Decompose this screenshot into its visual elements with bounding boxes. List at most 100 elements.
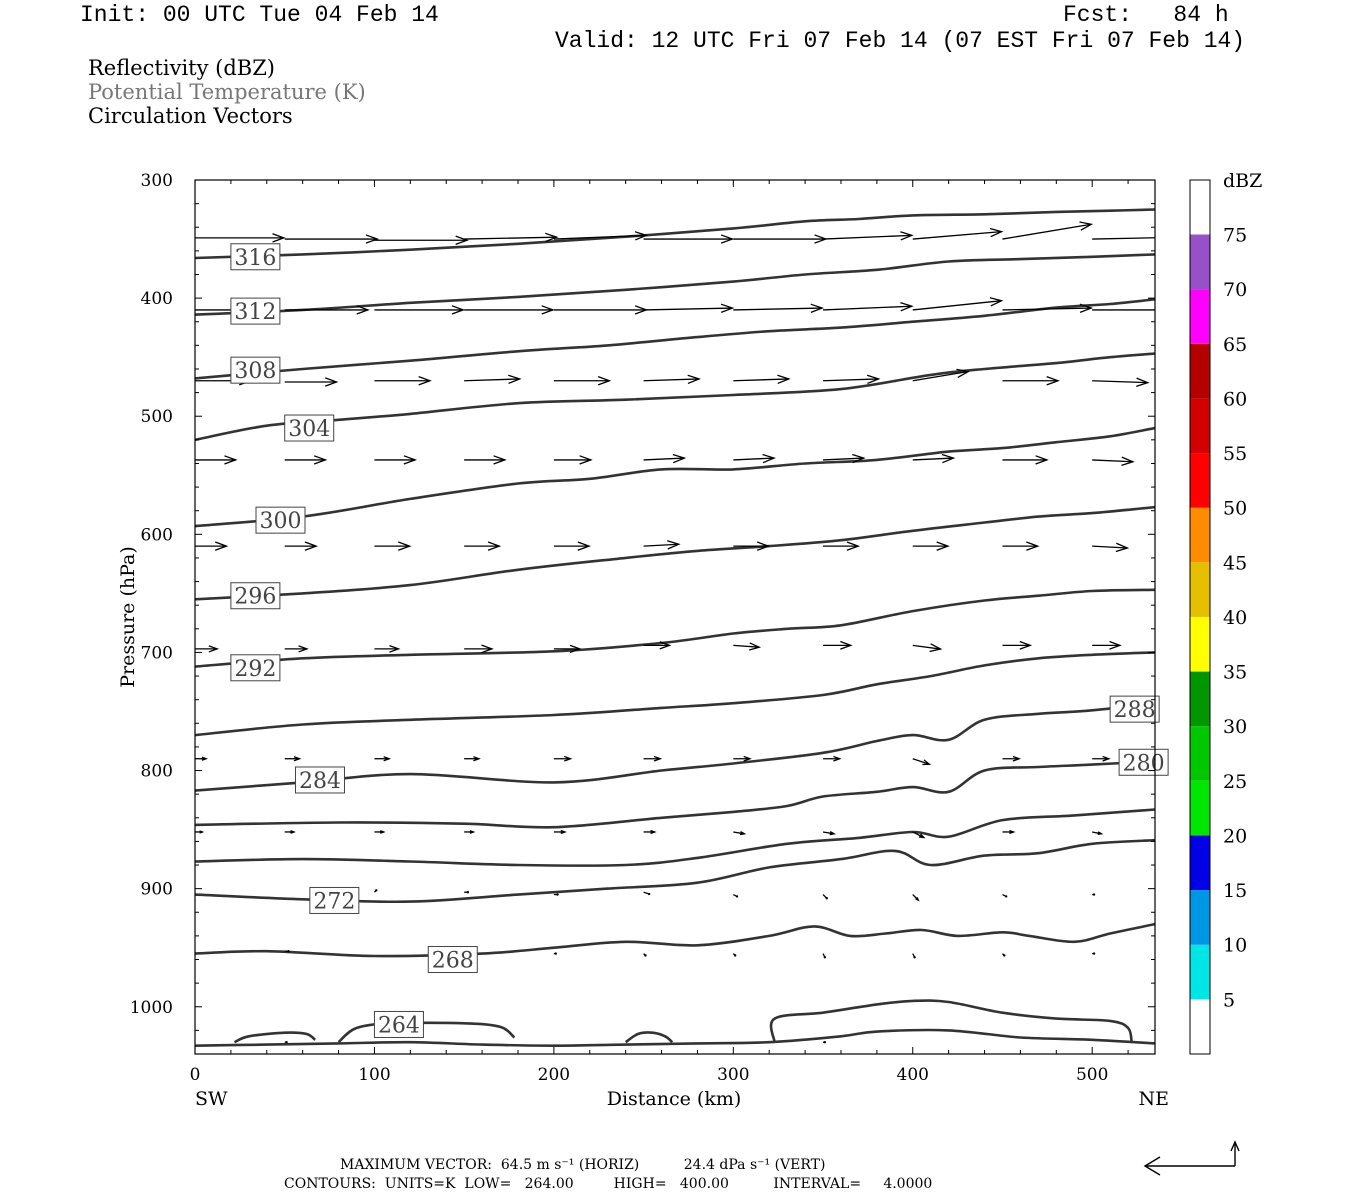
x-tick-label: 300 — [717, 1065, 749, 1085]
contour-label-box — [1109, 695, 1160, 723]
contour-label-284: 284 — [294, 766, 345, 794]
legend-circulation-vectors: Circulation Vectors — [88, 104, 293, 128]
circulation-vector — [733, 453, 776, 464]
circulation-vector — [733, 374, 791, 385]
colorbar-label: 65 — [1223, 334, 1247, 356]
theta-contour-264 — [624, 1031, 674, 1044]
contour-label-308: 308 — [230, 356, 281, 384]
theta-contour-296 — [195, 505, 1155, 601]
circulation-vector — [553, 755, 573, 762]
x-axis-label: Distance (km) — [607, 1088, 742, 1110]
circulation-vector — [374, 305, 466, 315]
circulation-vector — [912, 643, 943, 653]
circulation-vector — [643, 755, 663, 762]
circulation-vector — [822, 894, 828, 900]
circulation-vector — [912, 453, 956, 464]
theta-contour-304 — [195, 352, 1155, 442]
circulation-vector — [1002, 640, 1033, 650]
circulation-vector — [643, 453, 687, 464]
circulation-vector — [1092, 952, 1096, 955]
circulation-vector — [1002, 541, 1040, 551]
circulation-vector — [464, 541, 502, 551]
x-tick-label: 200 — [538, 1065, 570, 1085]
theta-contour-264 — [337, 1021, 516, 1044]
y-tick-label: 500 — [141, 407, 173, 427]
legend-reflectivity: Reflectivity (dBZ) — [88, 56, 276, 80]
circulation-vector — [195, 645, 220, 653]
contour-label-box — [294, 766, 345, 794]
circulation-vector — [195, 830, 205, 834]
circulation-vector — [1002, 303, 1094, 314]
circulation-vector — [1002, 893, 1008, 898]
theta-contour-272 — [195, 838, 1155, 904]
circulation-vector — [464, 374, 522, 385]
colorbar-cell — [1190, 726, 1210, 781]
init-time: Init: 00 UTC Tue 04 Feb 14 — [80, 2, 439, 28]
circulation-vector — [733, 642, 762, 651]
circulation-vector — [195, 455, 238, 465]
circulation-vector — [553, 305, 649, 315]
circulation-vector — [822, 831, 837, 836]
contour-label-box — [309, 886, 360, 914]
colorbar-label: 60 — [1223, 388, 1247, 410]
circulation-vector — [732, 953, 737, 957]
contour-label-box — [373, 1010, 424, 1038]
circulation-vector — [1092, 893, 1096, 896]
contour-label-272: 272 — [309, 886, 360, 914]
colorbar-label: 45 — [1223, 552, 1247, 574]
theta-contour-268 — [195, 922, 1155, 958]
contour-label-text: 308 — [234, 359, 276, 384]
circulation-vector — [1092, 640, 1122, 650]
circulation-vector — [374, 541, 412, 551]
circulation-vector — [195, 756, 208, 761]
contour-label-box — [230, 297, 281, 325]
colorbar-label: 50 — [1223, 498, 1247, 520]
contour-label-box — [284, 414, 335, 442]
contour-label-text: 272 — [313, 889, 355, 914]
contour-label-316: 316 — [230, 243, 281, 271]
colorbar-label: 20 — [1223, 825, 1247, 847]
contour-label-box — [230, 243, 281, 271]
circulation-vector — [374, 756, 392, 762]
circulation-vector — [823, 374, 881, 385]
circulation-vector — [1092, 377, 1150, 387]
circulation-vector — [643, 374, 701, 385]
theta-contour-300 — [195, 426, 1155, 528]
circulation-vector — [374, 830, 386, 834]
colorbar-cell — [1190, 343, 1210, 399]
circulation-vector — [1092, 831, 1104, 836]
circulation-vector — [464, 830, 476, 834]
circulation-vector — [1002, 755, 1022, 762]
contour-label-text: 292 — [234, 657, 276, 682]
colorbar-cell — [1190, 234, 1210, 290]
circulation-vector — [464, 305, 555, 315]
colorbar-cell — [1190, 780, 1210, 836]
contour-label-312: 312 — [230, 297, 281, 325]
circulation-vector — [823, 231, 914, 241]
y-tick-label: 1000 — [130, 998, 173, 1018]
circulation-vector — [1002, 953, 1006, 957]
contour-label-text: 304 — [288, 417, 330, 442]
circulation-vector — [733, 893, 739, 898]
theta-contour-264 — [769, 999, 1133, 1043]
circulation-vector — [464, 455, 507, 465]
colorbar-cell — [1190, 671, 1210, 727]
circulation-vector — [195, 233, 286, 243]
circulation-vector — [284, 377, 339, 387]
circulation-vector — [912, 368, 971, 382]
colorbar-cell — [1190, 616, 1210, 672]
valid-time: Valid: 12 UTC Fri 07 Feb 14 (07 EST Fri … — [555, 28, 1246, 54]
y-axis-label: Pressure (hPa) — [117, 546, 139, 688]
contour-label-300: 300 — [255, 506, 306, 534]
contour-label-text: 296 — [234, 585, 276, 610]
circulation-vector — [374, 235, 469, 245]
circulation-vector — [553, 376, 612, 386]
theta-contour-284 — [195, 701, 1155, 792]
circulation-vector — [1002, 829, 1016, 835]
circulation-vector — [553, 829, 567, 835]
circulation-vector — [733, 303, 825, 314]
colorbar-label: 30 — [1223, 716, 1247, 738]
circulation-vector — [823, 1040, 827, 1044]
contour-label-text: 284 — [299, 769, 341, 794]
colorbar-cell — [1190, 890, 1210, 945]
